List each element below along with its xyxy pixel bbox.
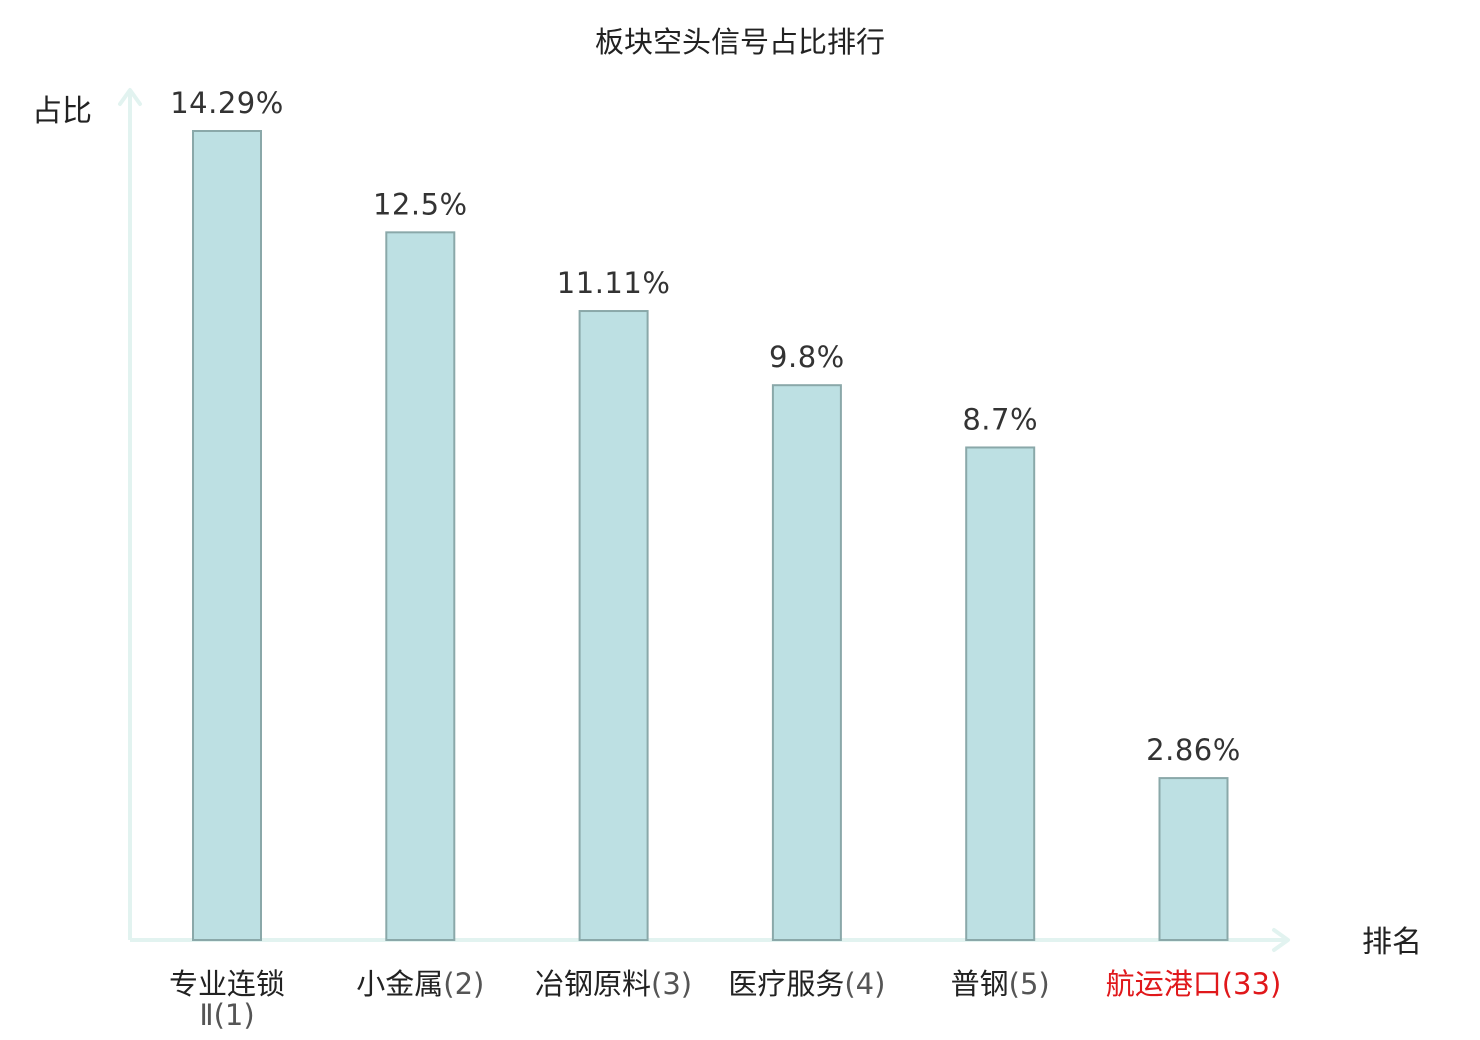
tick-label-rank: (33)	[1222, 967, 1282, 1001]
tick-label-name: 医疗服务	[728, 967, 844, 1001]
tick-label-name: 冶钢原料	[535, 967, 651, 1001]
bar[interactable]	[385, 231, 456, 942]
tick-label-rank: Ⅱ(1)	[199, 998, 254, 1032]
tick-label: 小金属(2)	[356, 967, 484, 1001]
x-axis-arrow	[1272, 928, 1290, 952]
data-label: 2.86%	[1146, 733, 1241, 767]
bar[interactable]	[192, 130, 262, 941]
x-axis-label: 排名	[1362, 925, 1422, 960]
data-label: 12.5%	[373, 187, 468, 221]
tick-label-rank: (5)	[1009, 967, 1050, 1001]
data-label: 11.11%	[557, 266, 671, 300]
tick-label: 专业连锁	[169, 967, 285, 1001]
data-label: 14.29%	[170, 86, 284, 120]
tick-label-rank: (3)	[651, 967, 692, 1001]
y-axis-arrow	[118, 88, 142, 106]
bar[interactable]	[771, 384, 842, 941]
tick-label-name: 普钢	[951, 967, 1009, 1001]
tick-label-name: 小金属	[356, 967, 443, 1001]
bar[interactable]	[965, 446, 1036, 941]
tick-label-rank: (4)	[844, 967, 885, 1001]
axes	[118, 88, 1290, 952]
chart-title: 板块空头信号占比排行	[595, 25, 885, 59]
bar[interactable]	[578, 310, 649, 941]
data-label: 8.7%	[962, 402, 1038, 436]
tick-label: 医疗服务(4)	[728, 967, 885, 1001]
tick-label-name: 航运港口	[1106, 967, 1222, 1001]
tick-label-rank: (2)	[443, 967, 484, 1001]
tick-label: 普钢(5)	[951, 967, 1050, 1001]
bars-group	[192, 130, 1229, 942]
bar[interactable]	[1158, 777, 1229, 942]
tick-label: 冶钢原料(3)	[535, 967, 692, 1001]
y-axis-label: 占比	[32, 94, 92, 129]
data-label: 9.8%	[769, 340, 845, 374]
tick-label: 航运港口(33)	[1106, 967, 1282, 1001]
value-labels-group: 14.29% 12.5% 11.11% 9.8% 8.7% 2.86%	[170, 86, 1241, 767]
